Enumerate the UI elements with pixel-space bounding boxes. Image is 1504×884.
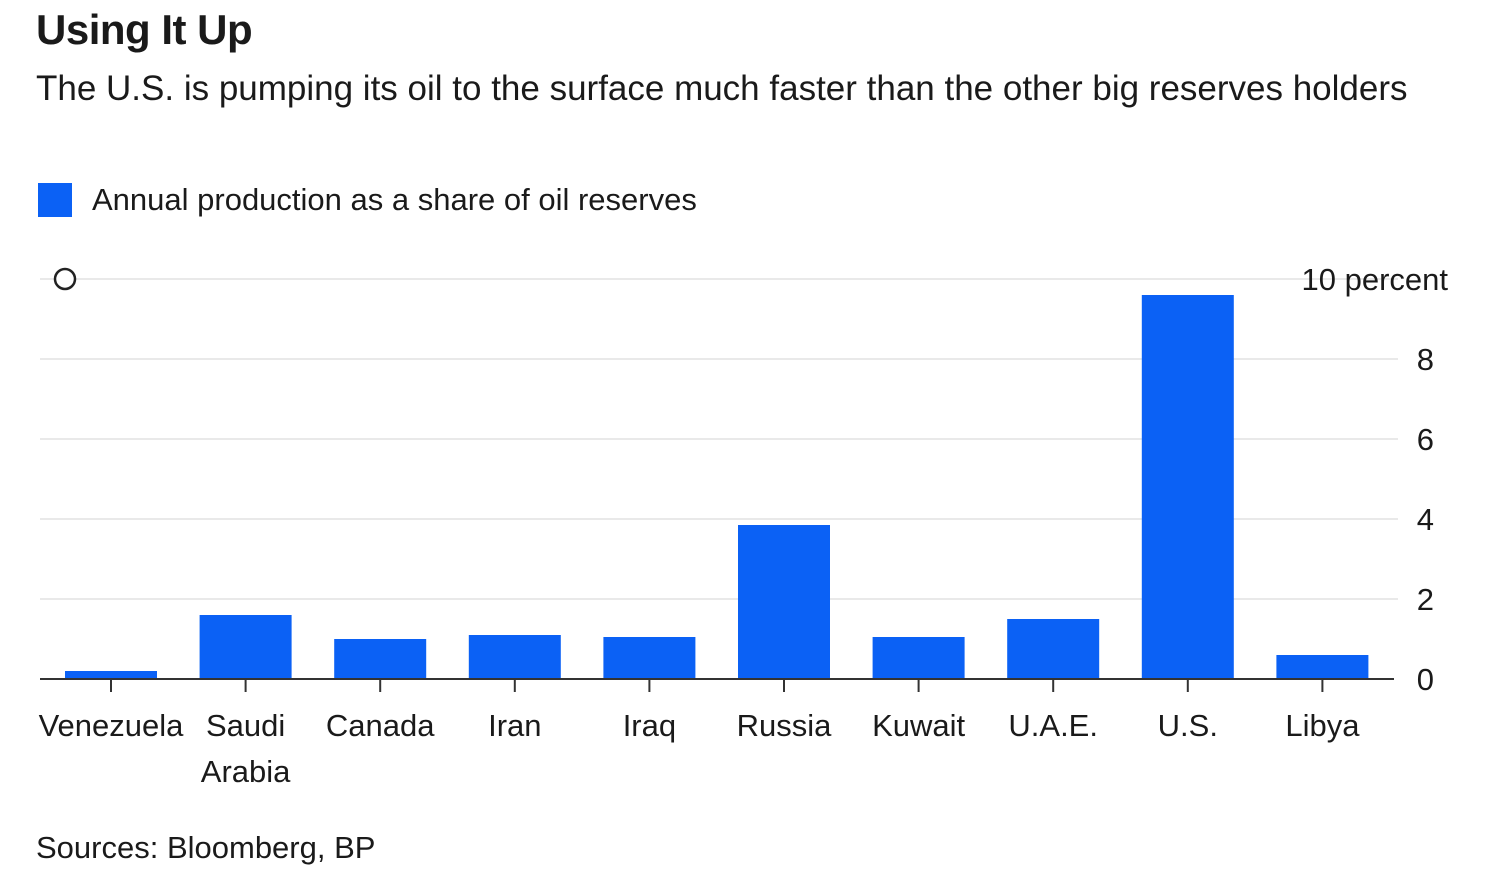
y-tick-label: 8 bbox=[1417, 342, 1434, 377]
x-tick-label: U.A.E. bbox=[1008, 708, 1098, 743]
x-tick-label: U.S. bbox=[1158, 708, 1218, 743]
bar bbox=[1276, 655, 1369, 679]
legend-swatch bbox=[38, 183, 72, 217]
bar bbox=[65, 671, 157, 679]
bar bbox=[334, 639, 427, 679]
source-note: Sources: Bloomberg, BP bbox=[36, 830, 376, 865]
legend-label: Annual production as a share of oil rese… bbox=[92, 182, 697, 217]
y-tick-label: 6 bbox=[1417, 422, 1434, 457]
bar bbox=[1007, 619, 1100, 679]
x-tick-label: Iraq bbox=[623, 708, 676, 743]
x-tick-label: Iran bbox=[488, 708, 541, 743]
bar bbox=[738, 525, 830, 679]
y-tick-label: 4 bbox=[1417, 502, 1434, 537]
x-tick-label: Russia bbox=[737, 708, 833, 743]
bar-chart: 0 2 4 6 8 10 percent Venezuela Saudi Arabia Canad… bbox=[39, 262, 1449, 789]
x-tick-label: Libya bbox=[1285, 708, 1360, 743]
bar bbox=[468, 635, 561, 679]
circle-marker-icon bbox=[53, 267, 77, 291]
bar bbox=[1141, 295, 1234, 679]
bar bbox=[872, 637, 965, 679]
chart-title: Using It Up bbox=[36, 6, 253, 53]
y-tick-label: 2 bbox=[1417, 582, 1434, 617]
x-tick-label: Saudi Arabia bbox=[201, 708, 291, 789]
x-tick-label: Kuwait bbox=[872, 708, 965, 743]
bar bbox=[603, 637, 696, 679]
legend: Annual production as a share of oil rese… bbox=[38, 180, 697, 220]
y-tick-label: 10 percent bbox=[1302, 262, 1449, 297]
chart-subtitle: The U.S. is pumping its oil to the surfa… bbox=[36, 69, 1408, 108]
x-tick-label: Venezuela bbox=[39, 708, 185, 743]
bar bbox=[199, 615, 292, 679]
x-tick-label: Canada bbox=[326, 708, 435, 743]
y-tick-label: 0 bbox=[1417, 662, 1434, 697]
